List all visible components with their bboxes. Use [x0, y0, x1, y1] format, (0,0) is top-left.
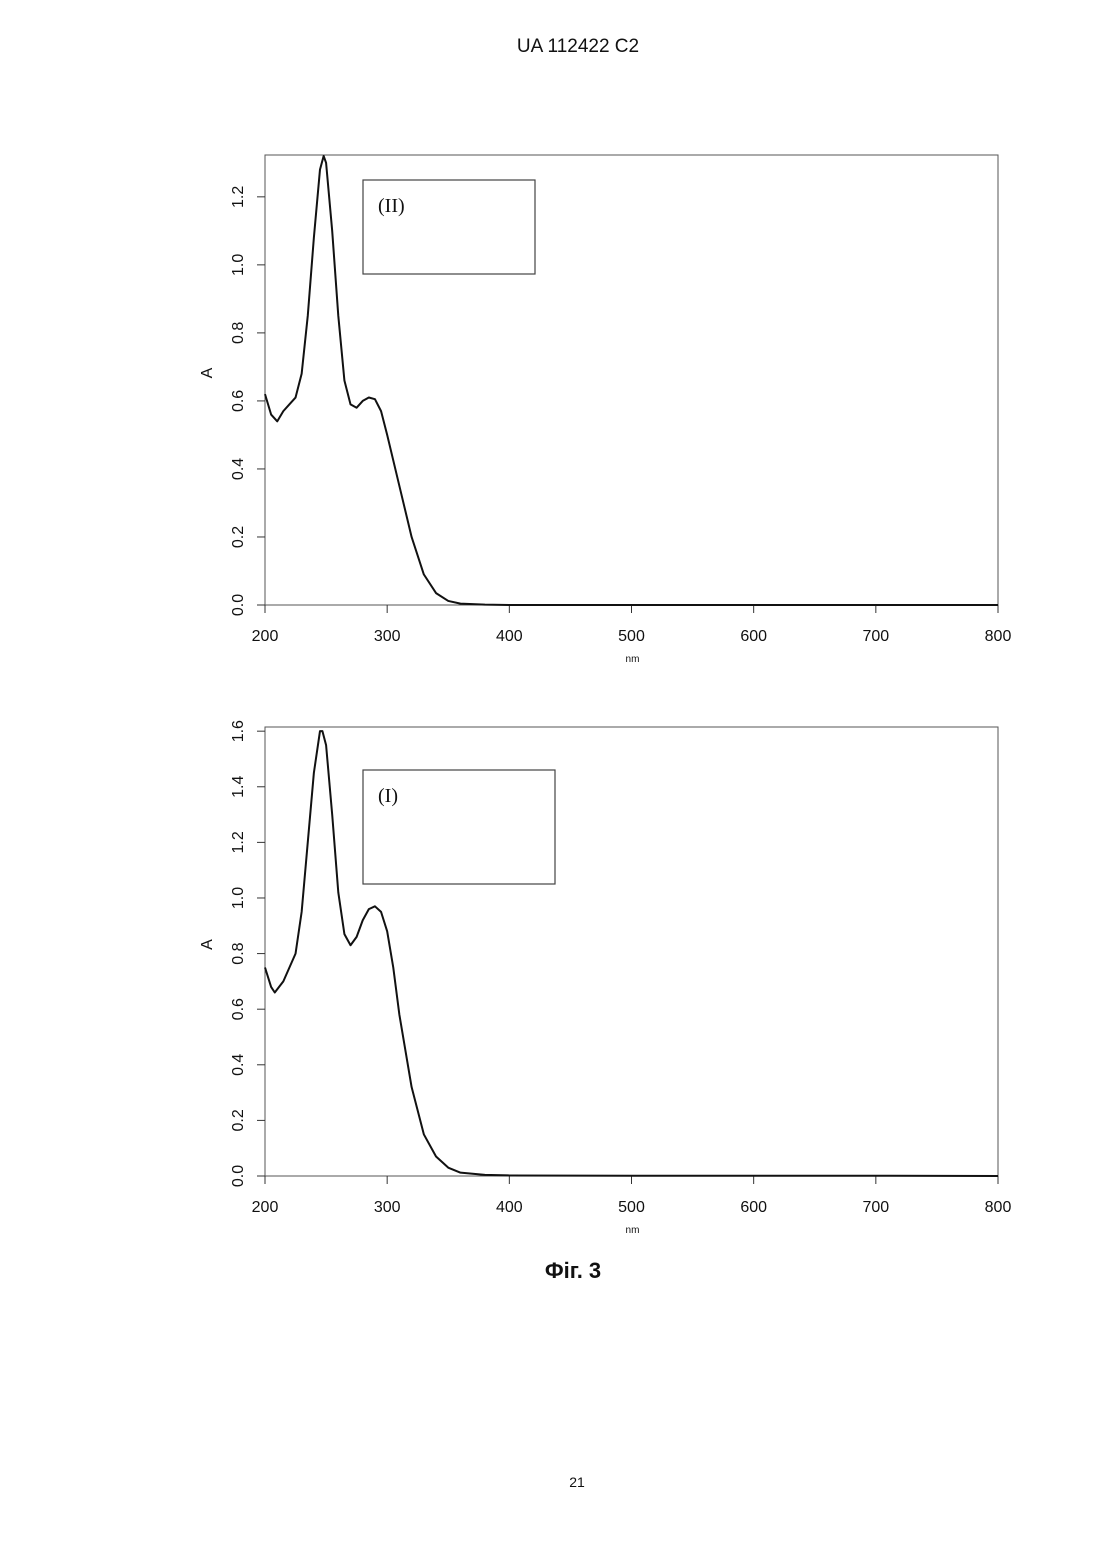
y-tick-label: 0.0	[230, 1165, 247, 1187]
page-number: 21	[569, 1474, 585, 1490]
plot-frame	[265, 155, 998, 605]
annotation: (I)	[378, 785, 398, 807]
plot-frame	[265, 727, 998, 1176]
y-tick-label: 0.8	[230, 942, 247, 964]
figure-caption: Фіг. 3	[545, 1258, 601, 1283]
x-tick-label: 800	[985, 628, 1012, 645]
x-tick-label: 200	[252, 1199, 279, 1216]
x-tick-label: 600	[740, 628, 767, 645]
x-tick-label: 200	[252, 628, 279, 645]
y-tick-label: 1.4	[230, 776, 247, 798]
y-axis-label: A	[199, 939, 216, 950]
x-tick-label: 500	[618, 628, 645, 645]
x-tick-label: 400	[496, 1199, 523, 1216]
x-tick-label: 700	[862, 1199, 889, 1216]
x-tick-label: 300	[374, 628, 401, 645]
x-tick-label: 600	[740, 1199, 767, 1216]
x-tick-label: 300	[374, 1199, 401, 1216]
x-axis-label: nm	[626, 654, 640, 665]
y-tick-label: 1.2	[230, 831, 247, 853]
x-axis-label: nm	[626, 1225, 640, 1236]
x-tick-label: 500	[618, 1199, 645, 1216]
y-tick-label: 0.6	[230, 998, 247, 1020]
y-tick-label: 0.4	[230, 458, 247, 480]
annotation: (II)	[378, 195, 405, 217]
y-axis-label: A	[199, 367, 216, 378]
y-tick-label: 1.6	[230, 720, 247, 742]
page: {"header": "UA 112422 C2", "caption": "Ф…	[0, 0, 1101, 1557]
y-tick-label: 0.8	[230, 322, 247, 344]
y-tick-label: 0.2	[230, 526, 247, 548]
y-tick-label: 1.0	[230, 887, 247, 909]
y-tick-label: 1.0	[230, 254, 247, 276]
page-canvas: UA 112422 C2 Фіг. 3 21 200 300 400 500 600 70…	[0, 0, 1101, 1557]
y-tick-label: 0.2	[230, 1109, 247, 1131]
y-tick-label: 0.6	[230, 390, 247, 412]
x-tick-label: 700	[862, 628, 889, 645]
spectrum-line	[265, 731, 998, 1176]
y-tick-label: 1.2	[230, 186, 247, 208]
header: UA 112422 C2	[517, 36, 639, 57]
spectrum-line	[265, 156, 998, 605]
x-tick-label: 400	[496, 628, 523, 645]
y-tick-label: 0.0	[230, 594, 247, 616]
x-tick-label: 800	[985, 1199, 1012, 1216]
y-tick-label: 0.4	[230, 1054, 247, 1076]
